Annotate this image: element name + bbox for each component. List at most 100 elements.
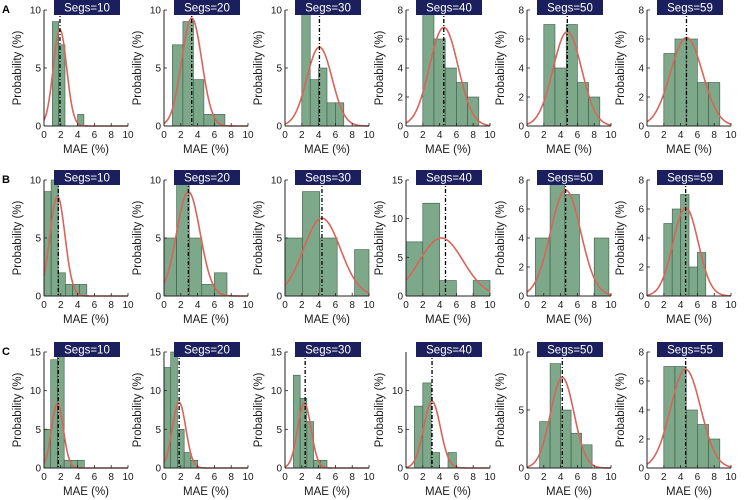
- panel-4-y-tick-label-1: 2: [518, 93, 524, 104]
- panel-11-y-tick-label-3: 6: [638, 205, 644, 216]
- panel-11-x-label: MAE (%): [666, 314, 712, 326]
- panel-12-bar-5: [77, 459, 85, 469]
- panel-1-x-label: MAE (%): [183, 144, 229, 156]
- panel-14-x-tick-label-0: 0: [282, 472, 288, 483]
- panel-1-y-tick-label-1: 5: [155, 64, 161, 75]
- panel-15-x-tick-label-1: 2: [420, 472, 426, 483]
- panel-13-x-tick-label-0: 0: [161, 472, 167, 483]
- panel-14-y-tick-label-3: 15: [271, 348, 283, 359]
- row-label-b: B: [2, 174, 10, 186]
- panel-15-y-tick-label-0: 0: [397, 464, 403, 475]
- panel-13-bar-2: [177, 429, 185, 469]
- panel-7-x-tick-label-2: 4: [195, 300, 201, 311]
- panel-13-y-tick-label-3: 15: [150, 348, 162, 359]
- panel-3-y-tick-label-4: 8: [397, 6, 403, 17]
- panel-5-x-tick-label-5: 10: [725, 130, 737, 141]
- panel-8-x-tick-label-1: 2: [299, 300, 305, 311]
- panel-6-y-tick-label-1: 5: [35, 234, 41, 245]
- panel-14-y-tick-label-1: 5: [276, 425, 282, 436]
- panel-12-x-tick-label-3: 6: [92, 472, 98, 483]
- panel-9-fit-curve: [405, 237, 491, 292]
- panel-3-x-tick-label-3: 6: [454, 130, 460, 141]
- panel-4-bar-1: [554, 67, 567, 127]
- panel-11-title-banner: [657, 170, 723, 185]
- panel-9-x-tick-label-0: 0: [403, 300, 409, 311]
- panel-16-y-tick-label-2: 10: [513, 348, 525, 359]
- panel-17-y-tick-label-1: 2: [638, 435, 644, 446]
- panel-8-x-tick-label-3: 6: [333, 300, 339, 311]
- panel-10-x-tick-label-3: 6: [575, 300, 581, 311]
- panel-8-title: Segs=30: [305, 173, 351, 185]
- panel-9-x-tick-label-2: 4: [437, 300, 443, 311]
- panel-3-x-tick-label-5: 10: [484, 130, 496, 141]
- row-label-c: C: [2, 346, 10, 358]
- panel-10-y-tick-label-3: 6: [518, 205, 524, 216]
- panel-9-title-banner: [416, 170, 482, 185]
- panel-2-y-tick-label-1: 5: [276, 64, 282, 75]
- panel-13-y-label: Probability (%): [132, 372, 144, 447]
- panel-12-x-tick-label-0: 0: [41, 472, 47, 483]
- panel-0-title: Segs=10: [64, 3, 110, 15]
- panel-1-x-tick-label-4: 8: [228, 130, 234, 141]
- panel-2-x-label: MAE (%): [304, 144, 350, 156]
- panel-1-bar-3: [203, 114, 215, 127]
- panel-12-x-tick-label-4: 8: [108, 472, 114, 483]
- panel-2-title-banner: [295, 0, 361, 15]
- panel-15-x-tick-label-3: 6: [454, 472, 460, 483]
- panel-15-x-label: MAE (%): [425, 486, 471, 498]
- panel-3-y-tick-label-1: 2: [397, 93, 403, 104]
- panel-8-x-label: MAE (%): [304, 314, 350, 326]
- panel-10-x-tick-label-5: 10: [605, 300, 617, 311]
- panel-13-x-tick-label-3: 6: [212, 472, 218, 483]
- panel-8-title-banner: [295, 170, 361, 185]
- panel-13-x-tick-label-1: 2: [178, 472, 184, 483]
- panel-6-bar-5: [79, 284, 88, 297]
- panel-11-x-tick-label-4: 8: [711, 300, 717, 311]
- panel-13-title: Segs=20: [184, 345, 230, 357]
- panel-5-bar-4: [708, 82, 721, 127]
- panel-9-y-tick-label-3: 15: [392, 176, 404, 187]
- panel-10-x-tick-label-1: 2: [541, 300, 547, 311]
- panel-10-y-label: Probability (%): [495, 200, 507, 275]
- panel-6-bar-3: [65, 284, 73, 297]
- panel-6-title: Segs=10: [64, 173, 110, 185]
- panel-7-x-tick-label-1: 2: [178, 300, 184, 311]
- panel-17-bar-0: [663, 366, 676, 469]
- panel-11-y-tick-label-0: 0: [638, 292, 644, 303]
- panel-16-bar-1: [549, 363, 561, 469]
- panel-17-y-tick-label-0: 0: [638, 464, 644, 475]
- panel-4-y-label: Probability (%): [495, 30, 507, 105]
- panel-9-x-tick-label-4: 8: [470, 300, 476, 311]
- panel-12-y-label: Probability (%): [12, 372, 24, 447]
- panel-12-y-tick-label-2: 10: [30, 386, 42, 397]
- panel-17-bar-2: [685, 409, 698, 469]
- panel-13-x-label: MAE (%): [183, 486, 229, 498]
- panel-0-x-tick-label-5: 10: [122, 130, 134, 141]
- panel-11-bar-1: [671, 208, 681, 297]
- panel-8-x-tick-label-5: 10: [363, 300, 375, 311]
- panel-8-x-tick-label-0: 0: [282, 300, 288, 311]
- panel-6-x-tick-label-2: 4: [75, 300, 81, 311]
- panel-6-x-tick-label-3: 6: [92, 300, 98, 311]
- panel-13-title-banner: [174, 342, 240, 357]
- panel-10-y-tick-label-4: 8: [518, 176, 524, 187]
- panel-5-fit-curve: [646, 36, 732, 125]
- panel-11-y-tick-label-1: 2: [638, 263, 644, 274]
- panel-12-y-tick-label-1: 5: [35, 425, 41, 436]
- panel-13-x-tick-label-2: 4: [195, 472, 201, 483]
- panel-15-y-tick-label-2: 10: [392, 386, 404, 397]
- panel-1-bar-2: [193, 79, 205, 127]
- panel-16-x-label: MAE (%): [546, 486, 592, 498]
- panel-9-x-tick-label-1: 2: [420, 300, 426, 311]
- panel-11-x-tick-label-5: 10: [725, 300, 737, 311]
- panel-15-x-tick-label-2: 4: [437, 472, 443, 483]
- panel-10-title: Segs=50: [547, 173, 593, 185]
- panel-7-x-tick-label-3: 6: [212, 300, 218, 311]
- panel-5-x-tick-label-2: 4: [678, 130, 684, 141]
- panel-11-y-tick-label-2: 4: [638, 234, 644, 245]
- panel-5-y-tick-label-0: 0: [638, 122, 644, 133]
- panel-13-y-tick-label-2: 10: [150, 386, 162, 397]
- panel-7-bar-4: [214, 272, 228, 297]
- panel-17-x-tick-label-2: 4: [678, 472, 684, 483]
